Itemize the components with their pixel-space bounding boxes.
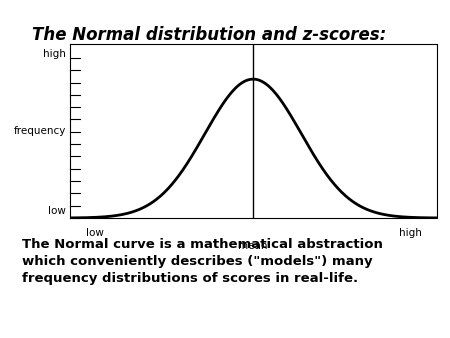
Text: high: high [400,228,422,238]
Text: mean: mean [238,241,268,251]
Text: frequency: frequency [14,126,66,136]
Text: The Normal curve is a mathematical abstraction
which conveniently describes ("mo: The Normal curve is a mathematical abstr… [22,238,383,285]
Text: The Normal distribution and z-scores:: The Normal distribution and z-scores: [32,26,386,45]
Text: high: high [43,49,66,59]
Text: low: low [86,228,104,238]
Text: low: low [48,206,66,216]
